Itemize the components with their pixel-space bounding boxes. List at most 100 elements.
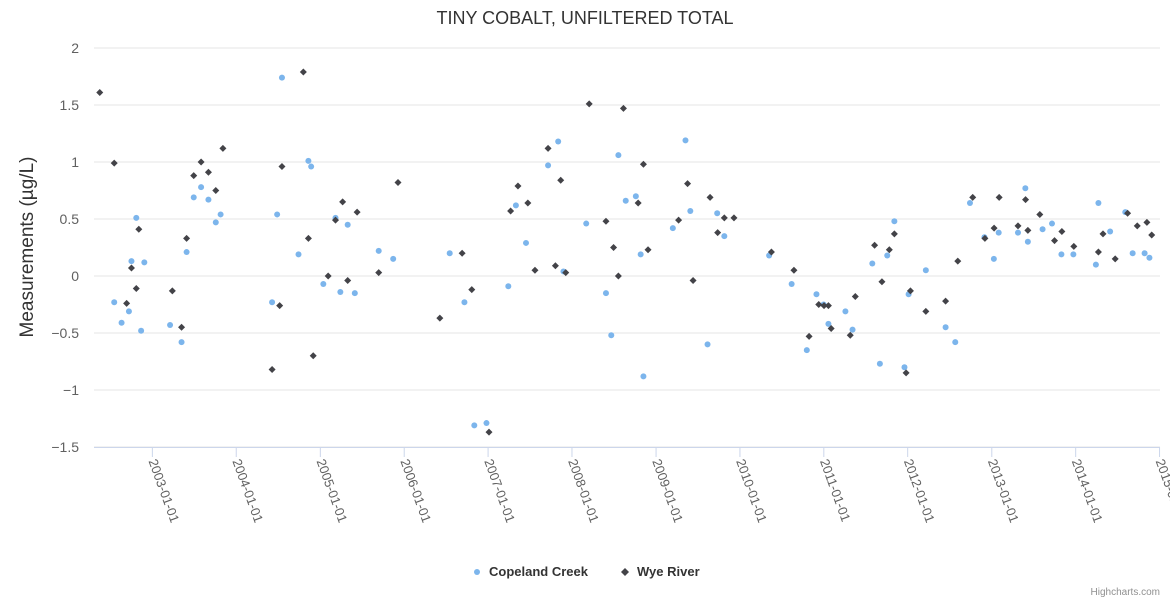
data-point[interactable] — [483, 420, 490, 427]
data-point[interactable] — [714, 229, 722, 237]
data-point[interactable] — [878, 278, 886, 286]
data-point[interactable] — [278, 74, 285, 81]
data-point[interactable] — [585, 100, 593, 108]
data-point[interactable] — [1051, 237, 1059, 245]
data-point[interactable] — [219, 144, 227, 152]
data-point[interactable] — [684, 180, 692, 188]
data-point[interactable] — [669, 225, 676, 232]
data-point[interactable] — [167, 322, 174, 329]
data-point[interactable] — [110, 159, 118, 167]
data-point[interactable] — [981, 234, 989, 242]
data-point[interactable] — [842, 308, 849, 315]
data-point[interactable] — [687, 208, 694, 215]
data-point[interactable] — [1024, 226, 1032, 234]
data-point[interactable] — [954, 257, 962, 265]
data-point[interactable] — [706, 193, 714, 201]
data-point[interactable] — [531, 266, 539, 274]
data-point[interactable] — [1024, 238, 1031, 245]
data-point[interactable] — [803, 347, 810, 354]
data-point[interactable] — [1022, 196, 1030, 204]
data-point[interactable] — [351, 290, 358, 297]
data-point[interactable] — [132, 285, 140, 293]
data-point[interactable] — [212, 187, 220, 194]
data-point[interactable] — [274, 211, 281, 218]
data-point[interactable] — [824, 302, 832, 310]
data-point[interactable] — [952, 339, 959, 346]
data-point[interactable] — [133, 214, 140, 221]
data-point[interactable] — [1141, 250, 1148, 257]
data-point[interactable] — [922, 267, 929, 274]
data-point[interactable] — [183, 234, 191, 242]
data-point[interactable] — [614, 272, 622, 280]
data-point[interactable] — [138, 327, 145, 334]
data-point[interactable] — [995, 193, 1003, 201]
data-point[interactable] — [468, 286, 476, 294]
data-point[interactable] — [337, 288, 344, 295]
data-point[interactable] — [876, 360, 883, 367]
data-point[interactable] — [125, 308, 132, 315]
data-point[interactable] — [127, 264, 135, 272]
data-point[interactable] — [851, 293, 859, 301]
data-point[interactable] — [562, 269, 570, 277]
data-point[interactable] — [190, 172, 198, 180]
data-point[interactable] — [505, 283, 512, 290]
data-point[interactable] — [507, 207, 515, 215]
data-point[interactable] — [353, 208, 361, 216]
data-point[interactable] — [890, 230, 898, 238]
data-point[interactable] — [268, 365, 276, 373]
data-point[interactable] — [1095, 200, 1102, 207]
data-point[interactable] — [714, 210, 721, 217]
data-point[interactable] — [825, 320, 832, 327]
data-point[interactable] — [1036, 210, 1044, 218]
data-point[interactable] — [969, 193, 977, 201]
data-point[interactable] — [721, 233, 728, 240]
data-point[interactable] — [168, 287, 176, 295]
data-point[interactable] — [304, 234, 312, 242]
data-point[interactable] — [295, 251, 302, 258]
data-point[interactable] — [111, 299, 118, 306]
data-point[interactable] — [682, 137, 689, 144]
data-point[interactable] — [212, 219, 219, 226]
data-point[interactable] — [544, 144, 552, 152]
data-point[interactable] — [583, 220, 590, 227]
data-point[interactable] — [885, 246, 893, 254]
data-point[interactable] — [183, 249, 190, 256]
data-point[interactable] — [344, 277, 352, 285]
data-point[interactable] — [1070, 251, 1077, 258]
data-point[interactable] — [557, 176, 565, 184]
data-point[interactable] — [767, 248, 775, 256]
data-point[interactable] — [846, 331, 854, 339]
data-point[interactable] — [884, 252, 891, 259]
data-point[interactable] — [619, 104, 627, 112]
data-point[interactable] — [1148, 231, 1156, 239]
data-point[interactable] — [1058, 251, 1065, 258]
data-point[interactable] — [637, 251, 644, 258]
data-point[interactable] — [309, 352, 317, 360]
data-point[interactable] — [308, 163, 315, 170]
data-point[interactable] — [634, 199, 642, 207]
data-point[interactable] — [805, 332, 813, 340]
data-point[interactable] — [332, 216, 340, 224]
data-point[interactable] — [990, 224, 998, 232]
data-point[interactable] — [1014, 229, 1021, 236]
data-point[interactable] — [815, 301, 823, 308]
data-point[interactable] — [190, 194, 197, 201]
data-point[interactable] — [640, 373, 647, 380]
data-point[interactable] — [324, 272, 332, 280]
data-point[interactable] — [217, 211, 224, 218]
data-point[interactable] — [375, 247, 382, 254]
data-point[interactable] — [1094, 248, 1102, 256]
data-point[interactable] — [512, 202, 519, 209]
data-point[interactable] — [610, 244, 618, 251]
data-point[interactable] — [118, 319, 125, 326]
data-point[interactable] — [197, 158, 205, 166]
data-point[interactable] — [602, 217, 610, 225]
data-point[interactable] — [514, 182, 522, 190]
data-point[interactable] — [730, 214, 738, 222]
data-point[interactable] — [615, 152, 622, 159]
data-point[interactable] — [788, 280, 795, 287]
data-point[interactable] — [632, 193, 639, 200]
data-point[interactable] — [942, 297, 950, 305]
data-point[interactable] — [1107, 228, 1114, 235]
data-point[interactable] — [141, 259, 148, 266]
